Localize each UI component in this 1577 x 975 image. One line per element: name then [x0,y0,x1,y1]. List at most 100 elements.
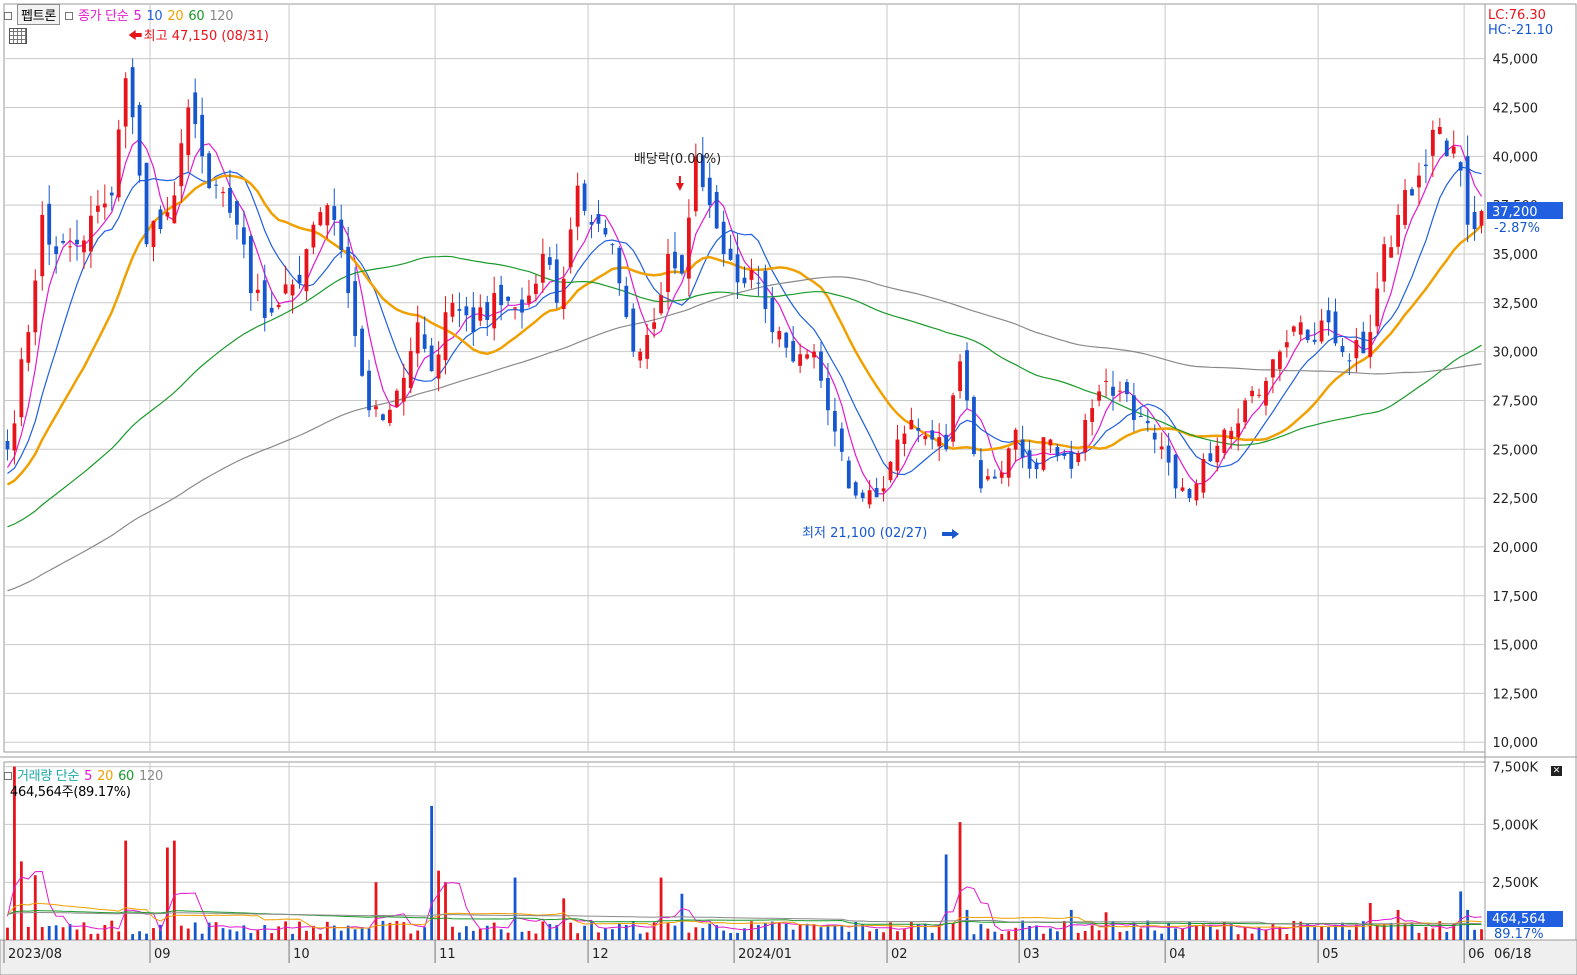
volume-bar [367,928,371,940]
volume-bar [312,925,315,940]
candle-body [381,414,385,420]
collapse-icon[interactable] [4,12,12,20]
volume-bar [937,924,941,940]
candle-body [846,460,851,489]
volume-bar [1459,891,1463,940]
candle-body [513,307,517,309]
table-grid-icon[interactable] [9,28,27,44]
price-tick-label: 27,500 [1493,394,1539,409]
volume-bar [958,822,962,940]
candle-body [603,228,608,235]
volume-title[interactable]: 거래량 단순 [17,769,80,784]
volume-bar [388,922,392,940]
candle-body [318,212,323,226]
candle-body [54,246,59,254]
current-price-tag: 37,200 [1492,205,1538,220]
candle-body [1312,339,1317,342]
ma120-label[interactable]: 120 [209,9,234,24]
volume-bar [1146,920,1150,940]
volume-bar [826,925,830,940]
volume-bar [499,929,503,940]
candle-body [1347,360,1352,362]
candle-body [123,78,128,127]
volume-bar [1202,924,1205,940]
x-tick-label: 06 [1468,947,1485,962]
volume-bar [221,928,225,940]
volume-bar [743,928,746,940]
candle-body [589,221,594,225]
candle-body [311,224,316,248]
stock-name-button[interactable]: 펩트론 [17,4,60,25]
candle-body [485,302,490,321]
volume-bar [819,927,823,940]
volume-bar [1389,922,1393,940]
volume-bar [485,925,489,940]
candle-body [1041,437,1046,470]
price-tick-label: 22,500 [1493,492,1539,507]
candle-body [165,212,170,217]
candle-body [367,370,371,411]
candle-body [944,434,949,450]
volume-bar [631,921,635,940]
volume-bar [451,926,454,940]
volume-bar [1292,920,1296,940]
vol-ma60-label[interactable]: 60 [118,769,135,784]
volume-bar [666,922,670,940]
vol-ma120-label[interactable]: 120 [139,769,163,784]
candle-body [422,334,427,349]
candle-body [387,409,392,424]
volume-bar [1125,931,1129,940]
candle-body [228,187,232,213]
volume-bar [1090,925,1094,940]
candle-body [1444,140,1449,156]
volume-tick-label: 5,000K [1492,818,1538,833]
candle-body [1166,445,1171,463]
volume-bar [478,928,482,940]
volume-collapse-icon[interactable] [4,772,12,780]
volume-bar [40,927,44,940]
candle-body [1208,453,1213,462]
candle-body [1417,175,1421,188]
volume-bar [409,933,413,940]
ma60-label[interactable]: 60 [188,9,205,24]
volume-bar [346,925,350,940]
ma20-label[interactable]: 20 [167,9,184,24]
current-price-tag-bg [1487,202,1563,220]
volume-bar [214,922,218,940]
ma10-label[interactable]: 10 [146,9,163,24]
vol-ma20-label[interactable]: 20 [97,769,114,784]
candle-body [902,433,907,444]
candle-body [471,307,476,333]
price-ma60-line [7,255,1482,528]
volume-bar [1361,921,1365,940]
volume-bar [1076,932,1080,940]
candle-body [1319,320,1324,342]
price-tick-label: 12,500 [1493,687,1539,702]
candle-body [19,359,24,418]
candle-body [937,437,942,447]
high-annotation: 최고 47,150 (08/31) [144,29,269,44]
candle-body [985,476,990,480]
close-icon[interactable]: ✕ [1551,766,1562,776]
ma5-label[interactable]: 5 [133,9,142,24]
volume-ma60-line [7,909,1482,927]
price-pane [3,3,1486,753]
volume-bar [784,923,788,940]
volume-bar [590,922,593,940]
candle-body [735,254,740,283]
candle-body [916,427,921,431]
price-tick-label: 32,500 [1493,297,1539,312]
volume-bar [930,932,934,940]
ma-label[interactable]: 종가 단순 [77,9,129,24]
candle-body [951,395,955,442]
volume-bar [1285,934,1289,940]
x-tick-label: 11 [439,947,456,962]
vol-ma5-label[interactable]: 5 [84,769,93,784]
candle-body [40,214,45,277]
candle-body [1138,416,1143,418]
volume-bar [763,922,767,940]
candle-body [1104,380,1108,382]
candle-body [1396,214,1400,247]
legend-square-icon [64,12,73,20]
